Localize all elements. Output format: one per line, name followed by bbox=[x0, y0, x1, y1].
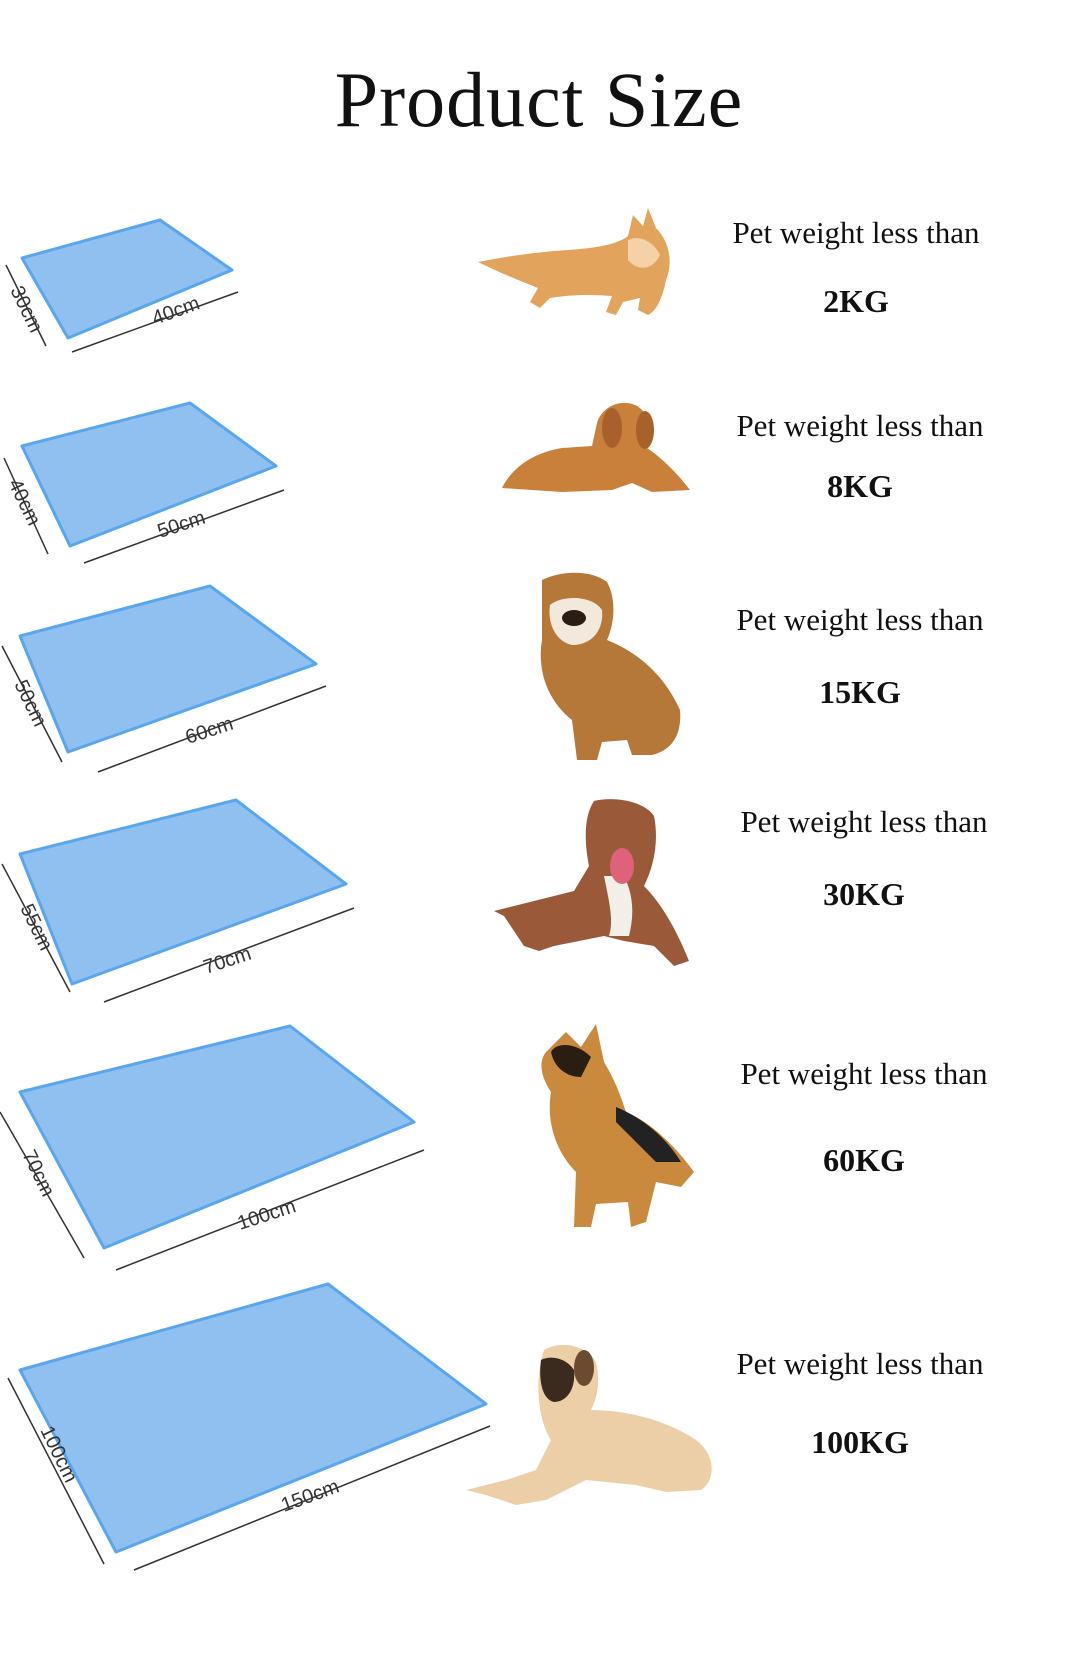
shepherd-icon bbox=[541, 1024, 694, 1227]
weight-lead: Pet weight less than bbox=[740, 804, 988, 839]
weight-info-1: Pet weight less than 2KG bbox=[706, 215, 1006, 320]
cooling-mat-3: 60cm 50cm bbox=[1, 584, 327, 773]
weight-info-3: Pet weight less than 15KG bbox=[710, 602, 1010, 711]
cooling-mat-5: 100cm 70cm bbox=[0, 1024, 425, 1271]
cooling-mat-1: 40cm 30cm bbox=[5, 218, 239, 353]
weight-lead: Pet weight less than bbox=[736, 1346, 984, 1381]
mat-length-label: 60cm bbox=[183, 713, 236, 749]
mat-length-label: 70cm bbox=[201, 943, 254, 979]
weight-value: 2KG bbox=[823, 283, 889, 319]
weight-value: 60KG bbox=[823, 1142, 905, 1178]
cooling-mat-2: 50cm 40cm bbox=[3, 401, 285, 564]
weight-value: 15KG bbox=[819, 674, 901, 710]
mat-length-label: 100cm bbox=[235, 1195, 299, 1234]
weight-value: 8KG bbox=[827, 468, 893, 504]
weight-lead: Pet weight less than bbox=[732, 215, 980, 250]
weight-lead: Pet weight less than bbox=[736, 602, 984, 637]
weight-value: 100KG bbox=[811, 1424, 909, 1460]
size-row-2: 50cm 40cm Pet weight less than 8KG bbox=[0, 398, 1078, 578]
cat-icon bbox=[478, 208, 670, 315]
size-row-4: 70cm 55cm Pet weight less than 30KG bbox=[0, 796, 1078, 1006]
puppy-icon bbox=[502, 402, 690, 492]
bulldog-icon bbox=[540, 572, 681, 760]
weight-info-6: Pet weight less than 100KG bbox=[710, 1346, 1010, 1461]
size-row-5: 100cm 70cm Pet weight less than 60KG bbox=[0, 1022, 1078, 1272]
pitbull-icon bbox=[494, 799, 689, 966]
cooling-mat-6: 150cm 100cm bbox=[7, 1282, 491, 1571]
weight-lead: Pet weight less than bbox=[736, 408, 984, 443]
weight-info-5: Pet weight less than 60KG bbox=[714, 1056, 1014, 1179]
cooling-mat-4: 70cm 55cm bbox=[1, 798, 355, 1003]
size-row-3: 60cm 50cm Pet weight less than 15KG bbox=[0, 572, 1078, 784]
mastiff-icon bbox=[466, 1344, 712, 1505]
weight-info-4: Pet weight less than 30KG bbox=[714, 804, 1014, 913]
mat-length-label: 50cm bbox=[155, 507, 208, 543]
size-row-6: 150cm 100cm Pet weight less than 100KG bbox=[0, 1280, 1078, 1678]
size-row-1: 40cm 30cm Pet weight less than 2KG bbox=[0, 200, 1078, 370]
page-title: Product Size bbox=[334, 56, 744, 143]
weight-lead: Pet weight less than bbox=[740, 1056, 988, 1091]
weight-info-2: Pet weight less than 8KG bbox=[710, 408, 1010, 505]
weight-value: 30KG bbox=[823, 876, 905, 912]
